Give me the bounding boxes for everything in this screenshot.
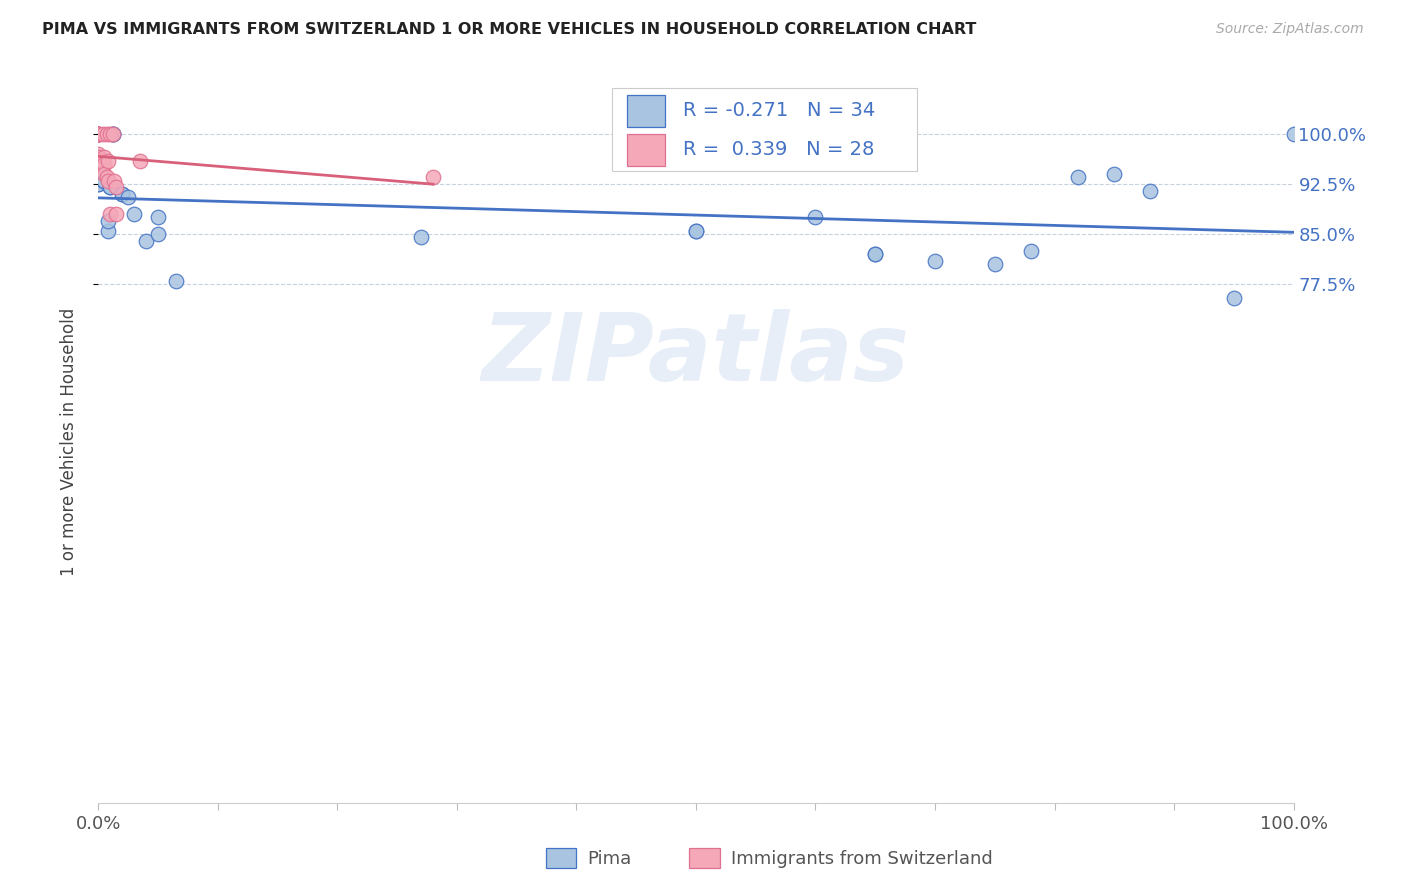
Point [111,187,134,202]
FancyBboxPatch shape [627,95,665,127]
Point [105,180,128,194]
Point [93,173,115,188]
Text: R = -0.271   N = 34: R = -0.271 N = 34 [683,102,875,120]
Point [101,127,124,141]
Point [91,170,114,185]
Point [101,127,124,141]
Point [411,230,433,244]
Point [111,187,134,202]
Point [96,127,118,141]
FancyBboxPatch shape [613,87,917,170]
Point [148,227,170,242]
Point [124,207,146,221]
Point [165,274,187,288]
Point [1282,127,1305,141]
Point [87,127,110,141]
Point [98,180,122,194]
Point [87,177,110,191]
Point [101,127,124,141]
Text: ZIPatlas: ZIPatlas [482,309,910,401]
Text: Immigrants from Switzerland: Immigrants from Switzerland [731,850,993,868]
Point [98,127,122,141]
Point [87,147,110,161]
Point [422,170,444,185]
Point [924,254,946,268]
Point [98,180,122,194]
Point [93,157,115,171]
Point [87,177,110,191]
Point [1019,244,1042,258]
Point [685,224,707,238]
Point [87,127,110,141]
Point [93,167,115,181]
Point [87,127,110,141]
Point [93,173,115,188]
Point [87,127,110,141]
Point [1223,291,1246,305]
Point [98,207,122,221]
Point [87,127,110,141]
Point [148,211,170,225]
Point [97,224,120,238]
Text: Source: ZipAtlas.com: Source: ZipAtlas.com [1216,22,1364,37]
Point [97,153,120,168]
Point [685,224,707,238]
Point [135,234,157,248]
Point [91,153,114,168]
Point [87,127,110,141]
Text: Pima: Pima [588,850,631,868]
Point [105,207,128,221]
Point [117,190,139,204]
Text: R =  0.339   N = 28: R = 0.339 N = 28 [683,140,875,160]
Point [129,153,152,168]
Point [97,214,120,228]
Point [97,173,120,188]
Point [96,170,118,185]
Y-axis label: 1 or more Vehicles in Household: 1 or more Vehicles in Household [59,308,77,575]
Point [91,161,114,175]
Point [1067,170,1090,185]
Point [865,247,887,261]
Point [87,157,110,171]
Point [87,127,110,141]
Point [804,211,827,225]
FancyBboxPatch shape [627,134,665,166]
Point [865,247,887,261]
Point [984,257,1007,271]
Point [101,127,124,141]
Point [1139,184,1161,198]
Text: PIMA VS IMMIGRANTS FROM SWITZERLAND 1 OR MORE VEHICLES IN HOUSEHOLD CORRELATION : PIMA VS IMMIGRANTS FROM SWITZERLAND 1 OR… [42,22,977,37]
Point [87,150,110,164]
Point [93,150,115,164]
Point [103,173,125,188]
Point [91,127,114,141]
Point [1104,167,1126,181]
